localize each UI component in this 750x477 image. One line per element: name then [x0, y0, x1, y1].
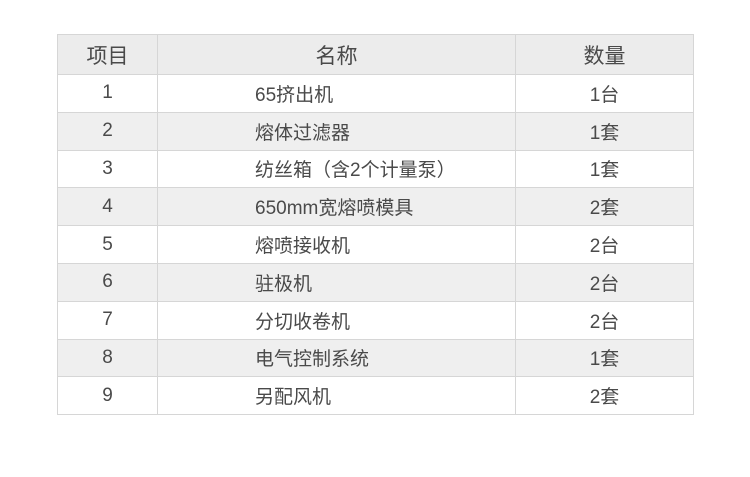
- cell-item-number: 7: [57, 300, 158, 340]
- table-row: 5 熔喷接收机 2台: [57, 225, 694, 264]
- cell-equipment-name: 驻极机: [157, 262, 516, 302]
- cell-equipment-name: 另配风机: [157, 376, 516, 416]
- cell-equipment-name: 纺丝箱（含2个计量泵）: [157, 149, 516, 189]
- cell-item-number: 4: [57, 187, 158, 227]
- table-row: 6 驻极机 2台: [57, 262, 694, 302]
- cell-item-number: 2: [57, 111, 158, 151]
- cell-quantity: 1套: [515, 338, 694, 378]
- cell-quantity: 1台: [515, 74, 694, 113]
- cell-equipment-name: 熔喷接收机: [157, 225, 516, 264]
- cell-quantity: 2套: [515, 376, 694, 416]
- table-header-row: 项目 名称 数量: [57, 34, 694, 75]
- table-row: 4 650mm宽熔喷模具 2套: [57, 187, 694, 227]
- cell-quantity: 2台: [515, 225, 694, 264]
- cell-item-number: 8: [57, 338, 158, 378]
- cell-quantity: 2套: [515, 187, 694, 227]
- cell-item-number: 6: [57, 262, 158, 302]
- cell-item-number: 5: [57, 225, 158, 264]
- cell-equipment-name: 电气控制系统: [157, 338, 516, 378]
- cell-equipment-name: 分切收卷机: [157, 300, 516, 340]
- table-row: 7 分切收卷机 2台: [57, 300, 694, 340]
- cell-equipment-name: 65挤出机: [157, 74, 516, 113]
- cell-quantity: 2台: [515, 262, 694, 302]
- table-row: 9 另配风机 2套: [57, 376, 694, 416]
- cell-item-number: 3: [57, 149, 158, 189]
- cell-quantity: 2台: [515, 300, 694, 340]
- cell-item-number: 1: [57, 74, 158, 113]
- column-header-item: 项目: [57, 34, 158, 75]
- column-header-quantity: 数量: [515, 34, 694, 75]
- equipment-spec-table: 项目 名称 数量 1 65挤出机 1台 2 熔体过滤器 1套 3 纺丝箱（含2个…: [57, 34, 694, 416]
- table-row: 8 电气控制系统 1套: [57, 338, 694, 378]
- cell-quantity: 1套: [515, 149, 694, 189]
- table-row: 3 纺丝箱（含2个计量泵） 1套: [57, 149, 694, 189]
- cell-equipment-name: 650mm宽熔喷模具: [157, 187, 516, 227]
- table-row: 1 65挤出机 1台: [57, 74, 694, 113]
- table-row: 2 熔体过滤器 1套: [57, 111, 694, 151]
- cell-quantity: 1套: [515, 111, 694, 151]
- cell-equipment-name: 熔体过滤器: [157, 111, 516, 151]
- column-header-name: 名称: [157, 34, 516, 75]
- cell-item-number: 9: [57, 376, 158, 416]
